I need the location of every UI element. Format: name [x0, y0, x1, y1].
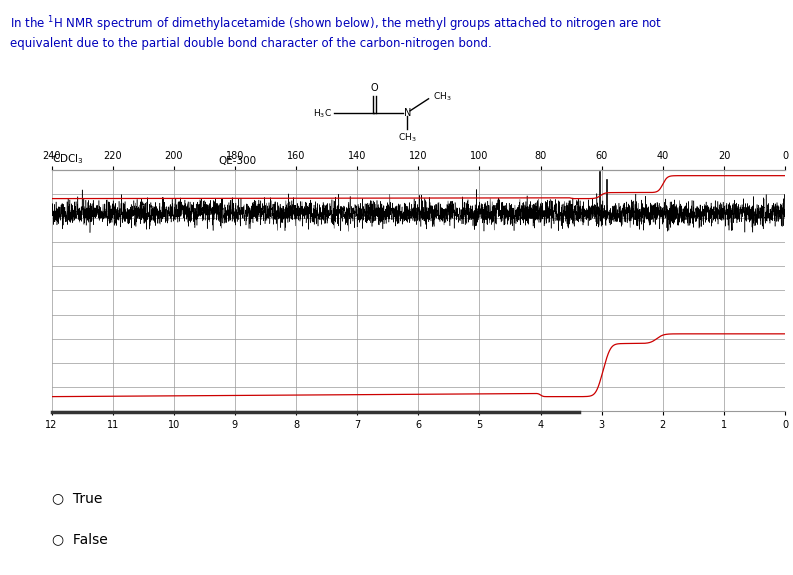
Text: CH$_3$: CH$_3$	[433, 91, 451, 103]
Text: equivalent due to the partial double bond character of the carbon-nitrogen bond.: equivalent due to the partial double bon…	[10, 37, 492, 51]
Text: CDCl$_3$: CDCl$_3$	[52, 152, 83, 166]
Text: H$_3$C: H$_3$C	[312, 107, 331, 120]
Text: ○  True: ○ True	[52, 492, 102, 505]
Text: In the $^{1}$H NMR spectrum of dimethylacetamide (shown below), the methyl group: In the $^{1}$H NMR spectrum of dimethyla…	[10, 14, 663, 34]
Text: QE-300: QE-300	[218, 156, 256, 166]
Text: ○  False: ○ False	[52, 532, 107, 546]
Text: N: N	[404, 108, 412, 118]
Text: O: O	[370, 83, 378, 93]
Text: CH$_3$: CH$_3$	[398, 132, 416, 144]
